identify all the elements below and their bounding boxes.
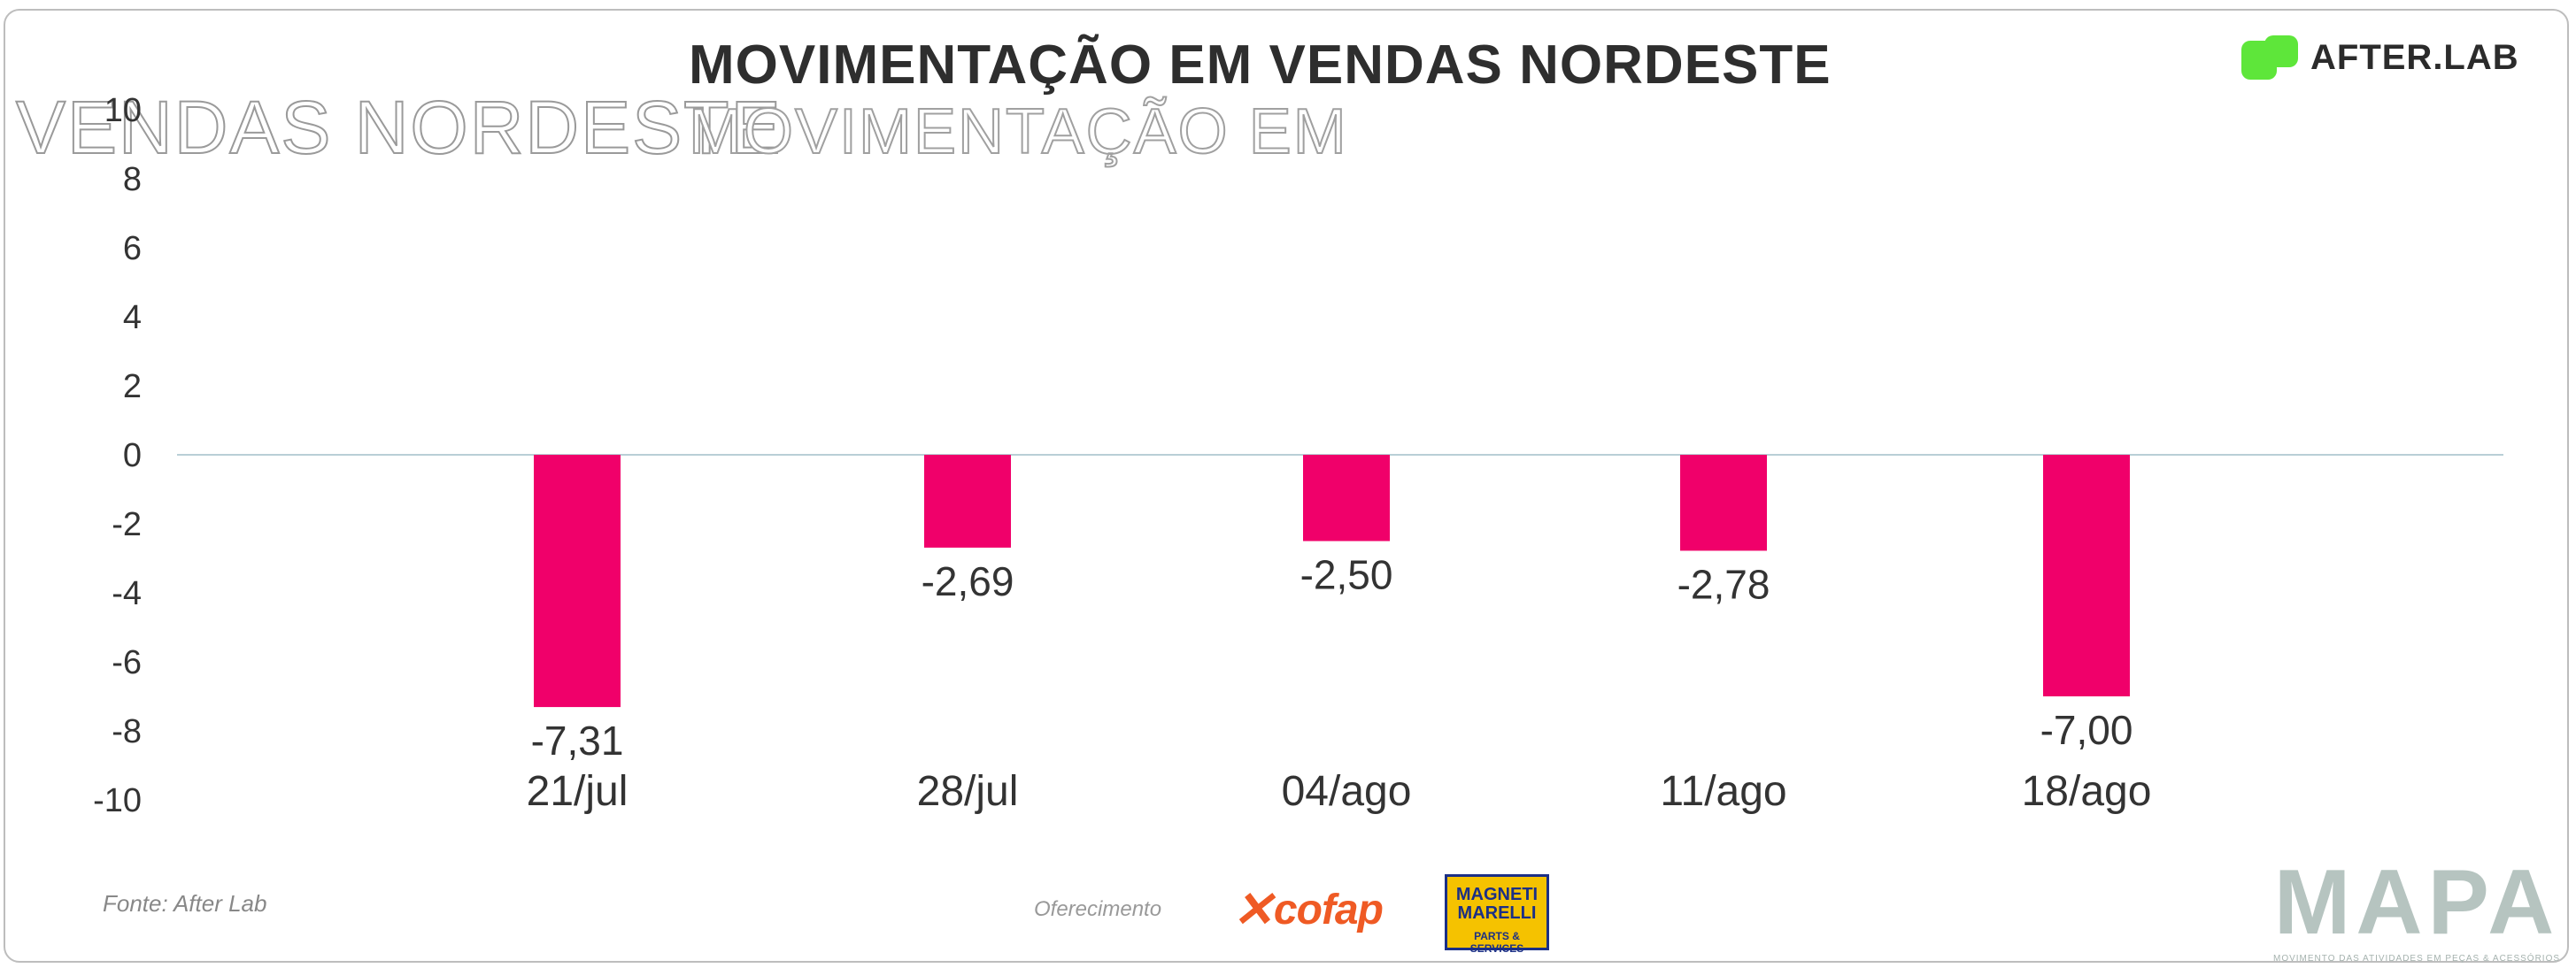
y-tick-label: -4 [112,575,142,612]
magneti-line2: MARELLI [1457,903,1537,923]
x-tick-label: 18/ago [2022,768,2152,815]
y-tick-label: 4 [123,299,142,336]
bar [534,455,621,708]
chart-title: MOVIMENTAÇÃO EM VENDAS NORDESTE [689,35,1832,96]
y-tick-label: -8 [112,713,142,750]
mapa-logo-tagline: MOVIMENTO DAS ATIVIDADES EM PEÇAS & ACES… [2273,954,2561,964]
data-label: -2,50 [1300,552,1393,598]
bar [2043,455,2130,696]
cofap-logo-text: cofap [1273,886,1384,933]
data-label: -2,69 [922,558,1014,604]
cofap-logo: ✕ cofap [1232,881,1384,937]
bar [1680,455,1767,551]
x-tick-label: 11/ago [1660,768,1786,815]
data-label: -7,31 [531,718,624,764]
y-tick-label: 10 [104,92,142,129]
y-tick-label: -2 [112,506,142,543]
ghost-title-right: MOVIMENTAÇÃO EM [688,96,1348,168]
magneti-line1: MAGNETI [1455,885,1539,904]
ghost-title-left: VENDAS NORDESTE [15,85,783,170]
chart-frame [4,9,2569,963]
x-tick-label: 21/jul [527,768,629,815]
magneti-marelli-logo: MAGNETI MARELLI PARTS & SERVICES [1445,874,1549,955]
y-tick-label: 0 [123,437,142,474]
bar [924,455,1011,548]
y-tick-label: 6 [123,230,142,267]
data-label: -2,78 [1677,561,1770,607]
y-tick-label: -10 [93,782,142,819]
mapa-logo: MAPA MOVIMENTO DAS ATIVIDADES EM PEÇAS &… [2273,857,2560,964]
y-tick-label: -6 [112,644,142,681]
y-tick-label: 2 [123,368,142,405]
x-tick-label: 28/jul [917,768,1019,815]
afterlab-logo-icon [2241,35,2298,80]
source-note: Fonte: After Lab [103,890,267,917]
mapa-logo-word: MAPA [2273,851,2560,954]
sponsor-label: Oferecimento [1034,897,1162,921]
y-tick-label: 8 [123,161,142,198]
afterlab-logo-text: AFTER.LAB [2310,37,2519,77]
cofap-logo-icon: ✕ [1232,881,1274,937]
data-label: -7,00 [2040,707,2133,753]
x-tick-label: 04/ago [1282,768,1412,815]
magneti-sub: PARTS & SERVICES [1469,930,1524,955]
afterlab-logo: AFTER.LAB [2241,35,2519,80]
bar [1303,455,1390,542]
